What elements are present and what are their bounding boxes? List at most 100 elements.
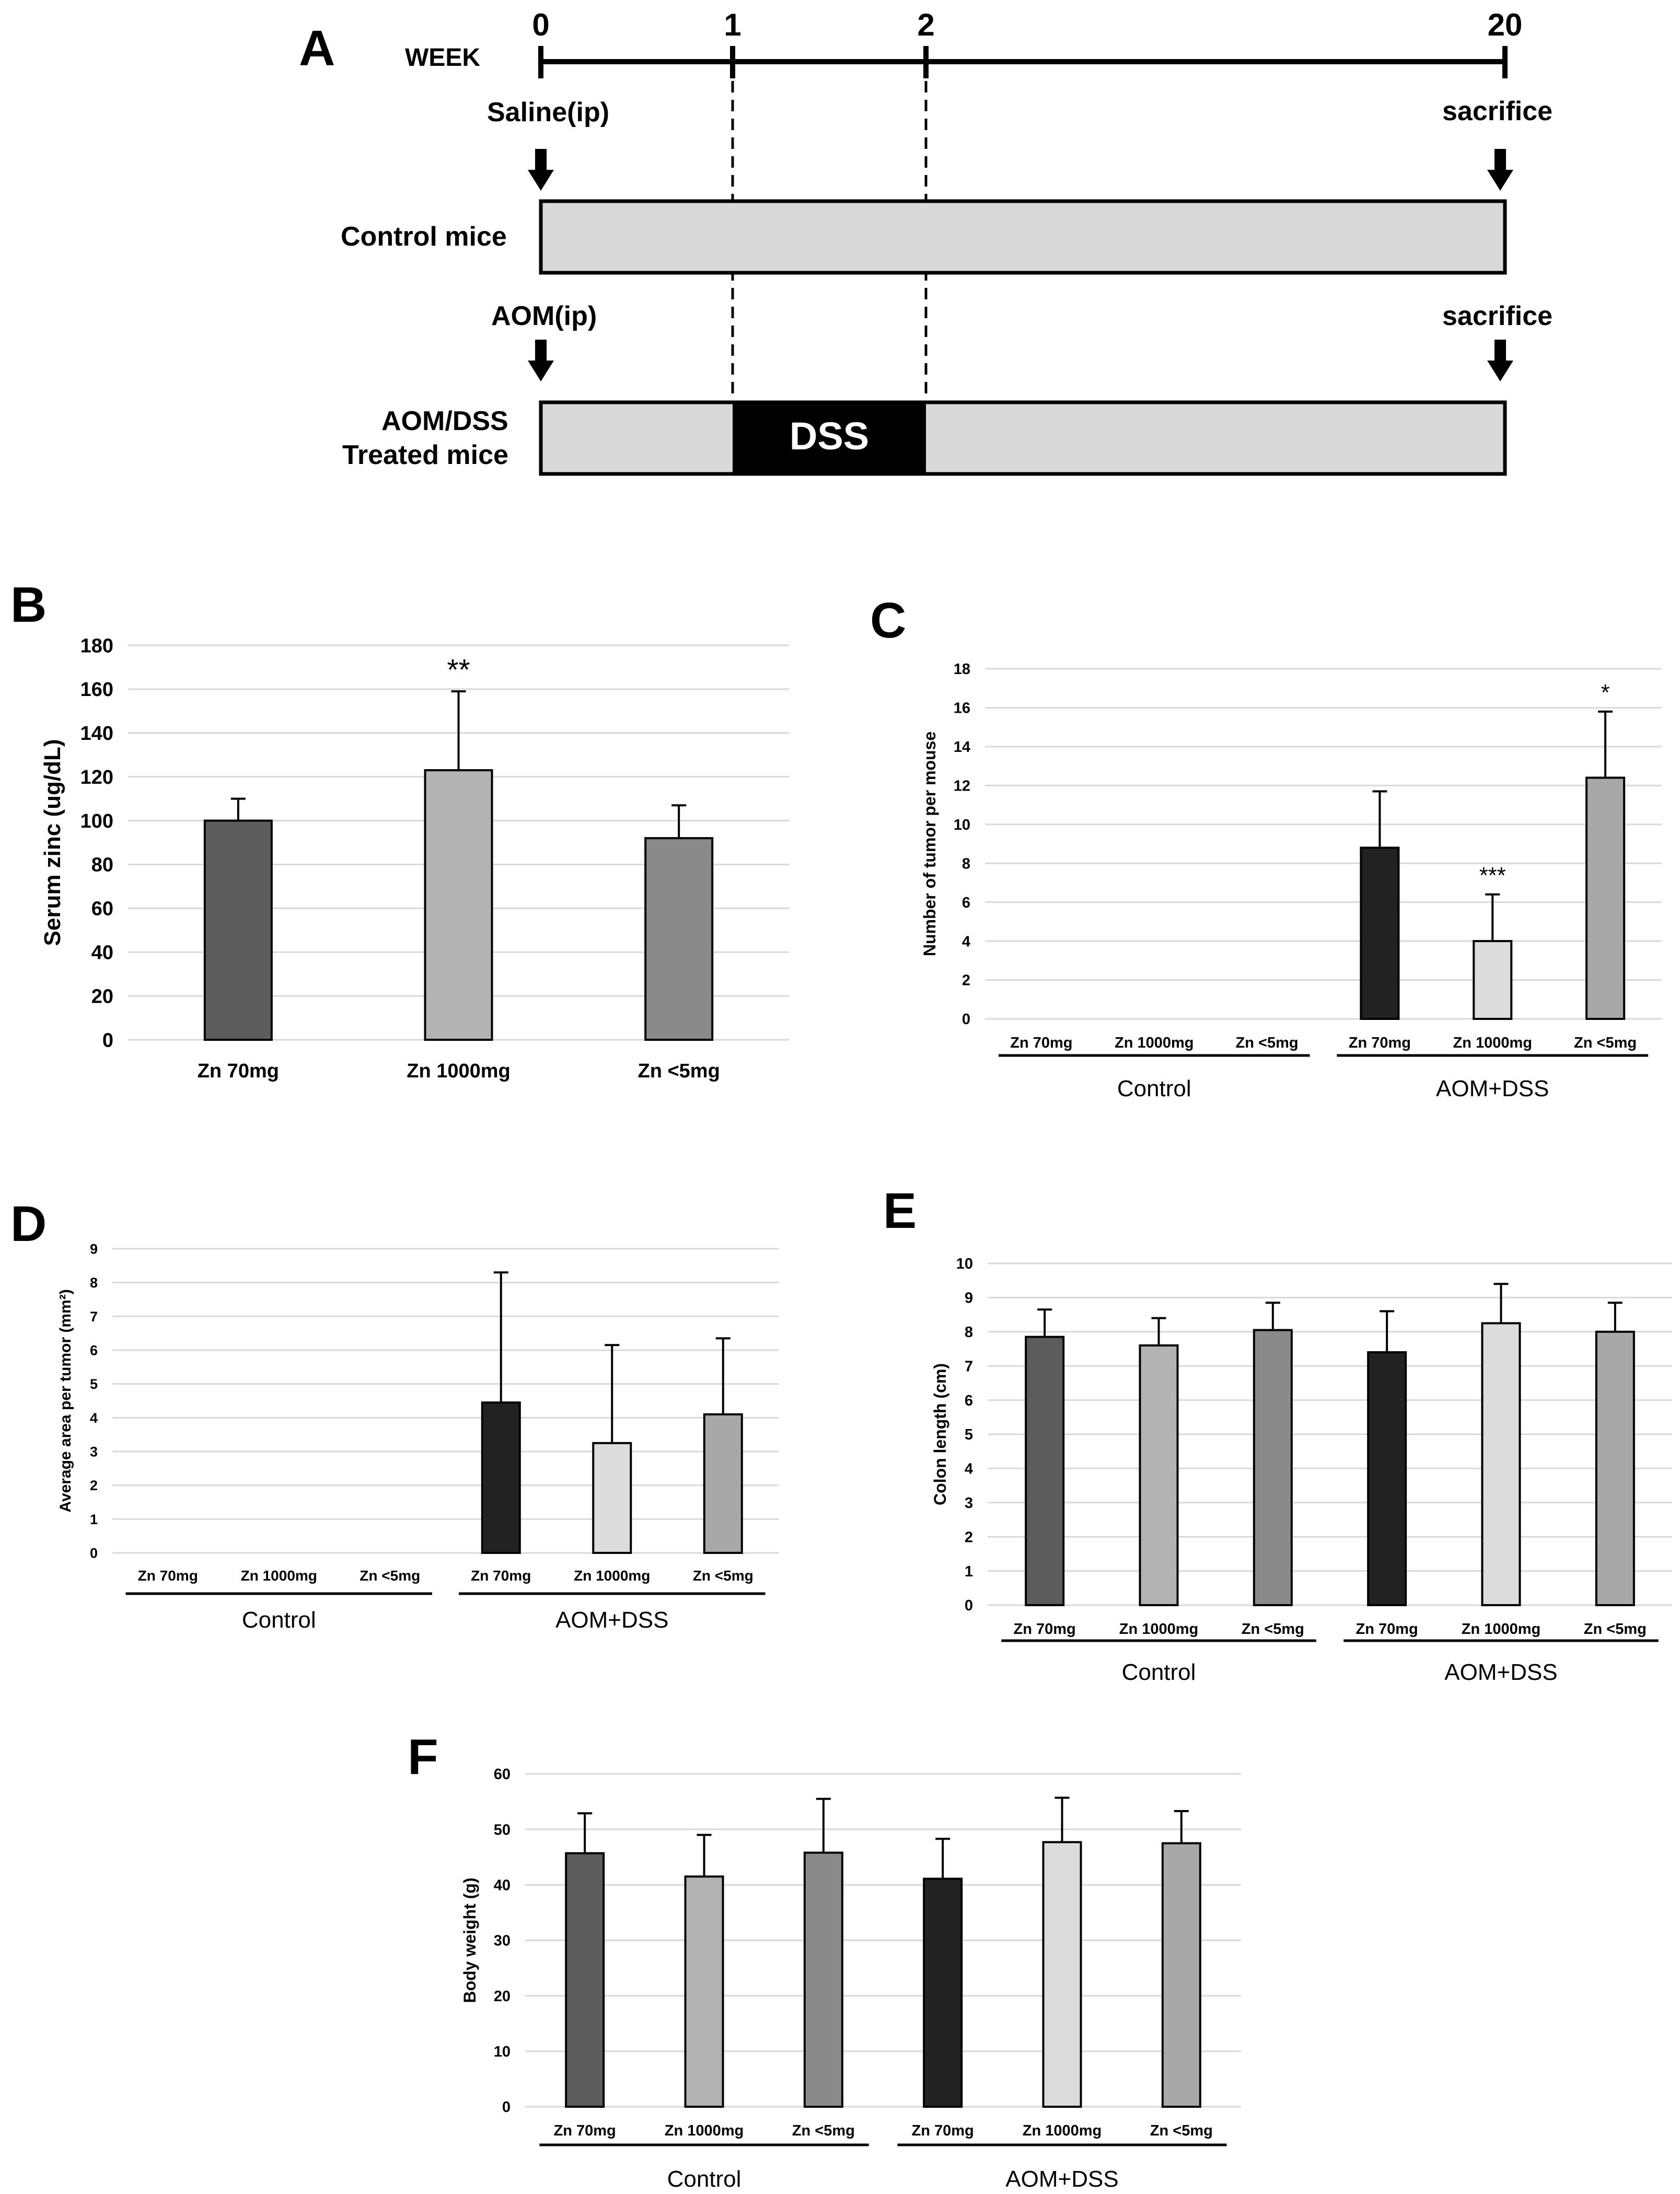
- y-tick-label: 7: [90, 1309, 98, 1325]
- y-tick-label: 160: [80, 679, 113, 701]
- y-tick-label: 6: [962, 895, 970, 911]
- bar: [1025, 1336, 1065, 1607]
- y-tick-label: 8: [965, 1324, 973, 1341]
- bar: [1139, 1344, 1179, 1606]
- category-label: Zn 1000mg: [1023, 2122, 1102, 2139]
- y-tick-label: 3: [965, 1495, 973, 1512]
- y-tick-label: 9: [90, 1241, 98, 1257]
- week-label: WEEK: [405, 44, 480, 72]
- panel-letter-f: F: [408, 1729, 438, 1785]
- y-tick-label: 2: [90, 1478, 98, 1493]
- significance-marker: **: [447, 653, 470, 687]
- y-tick-label: 100: [80, 810, 113, 832]
- chart-panel-d: D 0 1 2 3 4 5 6 7 8 9 Average area per tumor (mm²) Z…: [10, 1196, 779, 1633]
- category-label: Zn 70mg: [471, 1568, 531, 1584]
- y-tick-label: 4: [965, 1461, 973, 1478]
- bar: [1161, 1842, 1201, 2108]
- y-tick-label: 10: [954, 817, 970, 833]
- y-tick-label: 18: [954, 661, 970, 678]
- saline-label: Saline(ip): [487, 97, 609, 127]
- category-label: Zn 1000mg: [1115, 1035, 1194, 1051]
- y-tick-label: 180: [80, 635, 113, 657]
- group-label: AOM+DSS: [555, 1607, 668, 1633]
- dss-block: [733, 402, 926, 474]
- week-tick-label: 0: [532, 7, 549, 42]
- y-axis-label: Number of tumor per mouse: [920, 732, 939, 956]
- significance-marker: *: [1601, 680, 1610, 705]
- y-axis-label: Colon length (cm): [931, 1363, 949, 1505]
- y-axis-label: Average area per tumor (mm²): [57, 1289, 74, 1512]
- y-tick-label: 4: [90, 1410, 98, 1426]
- treated-label-line2: Treated mice: [342, 440, 508, 470]
- bar: [1481, 1322, 1521, 1606]
- bar: [481, 1401, 521, 1554]
- category-label: Zn 70mg: [138, 1568, 198, 1584]
- y-tick-label: 2: [962, 972, 970, 989]
- significance-marker: ***: [1479, 863, 1506, 888]
- category-label: Zn <5mg: [1150, 2122, 1213, 2139]
- y-axis-label: Body weight (g): [460, 1878, 479, 2003]
- arrow-down-icon: [1487, 149, 1513, 191]
- group-label: AOM+DSS: [1444, 1659, 1557, 1685]
- week-tick-label: 20: [1488, 7, 1523, 42]
- y-tick-label: 5: [965, 1426, 973, 1443]
- control-mice-label: Control mice: [341, 222, 507, 252]
- group-label: Control: [1122, 1659, 1196, 1685]
- category-label: Zn 70mg: [912, 2122, 974, 2139]
- y-tick-label: 80: [91, 854, 113, 876]
- y-axis-label: Serum zinc (ug/dL): [40, 739, 65, 946]
- category-label: Zn 1000mg: [1119, 1621, 1199, 1638]
- bar: [803, 1851, 843, 2108]
- category-label: Zn 70mg: [1014, 1621, 1076, 1638]
- y-tick-label: 6: [90, 1342, 98, 1358]
- sacrifice-label: sacrifice: [1442, 301, 1552, 331]
- group-label: Control: [667, 2166, 741, 2192]
- bar: [565, 1852, 605, 2108]
- chart-panel-f: F 0 10 20 30 40 50 60 Body weight (g) Zn 70mg Zn 1…: [408, 1729, 1241, 2192]
- treated-bar: [539, 400, 1507, 476]
- bar: [424, 769, 493, 1041]
- bar: [592, 1442, 632, 1554]
- week-tick-label: 2: [917, 7, 934, 42]
- chart-panel-b: B 0 20 40 60 80 100 120 140 160 180 Serum zinc (ug/…: [10, 577, 789, 1082]
- y-tick-label: 2: [965, 1529, 973, 1546]
- category-label: Zn 1000mg: [407, 1060, 511, 1082]
- sacrifice-label: sacrifice: [1442, 96, 1552, 126]
- y-tick-label: 1: [965, 1563, 973, 1580]
- aom-label: AOM(ip): [491, 301, 597, 331]
- category-label: Zn <5mg: [638, 1060, 720, 1082]
- category-label: Zn <5mg: [1574, 1035, 1637, 1051]
- y-tick-label: 140: [80, 723, 113, 745]
- y-tick-label: 0: [102, 1029, 113, 1051]
- y-tick-label: 8: [962, 855, 970, 872]
- y-tick-label: 12: [954, 777, 970, 794]
- chart-panel-c: C 0 2 4 6 8 10 12 14 16 18 Number of tumor per mous…: [870, 593, 1662, 1101]
- arrow-down-icon: [528, 149, 554, 191]
- y-tick-label: 0: [965, 1597, 973, 1614]
- category-label: Zn 1000mg: [574, 1568, 650, 1584]
- bar: [203, 819, 273, 1041]
- category-label: Zn <5mg: [1236, 1035, 1299, 1051]
- y-tick-label: 1: [90, 1512, 98, 1527]
- chart-panel-e: E 0 1 2 3 4 5 6 7 8 9 10 Colon length (cm) Zn 70mg Zn …: [883, 1183, 1672, 1685]
- y-tick-label: 120: [80, 767, 113, 788]
- y-tick-label: 40: [494, 1877, 511, 1894]
- y-tick-label: 60: [494, 1766, 511, 1783]
- panel-letter-e: E: [883, 1183, 917, 1239]
- category-label: Zn 70mg: [1349, 1035, 1411, 1051]
- bar: [684, 1875, 724, 2108]
- category-label: Zn 1000mg: [1453, 1035, 1533, 1051]
- group-label: Control: [242, 1607, 316, 1633]
- panel-letter-d: D: [10, 1196, 47, 1252]
- bar: [1042, 1841, 1082, 2108]
- y-tick-label: 0: [962, 1011, 970, 1028]
- bar: [1595, 1330, 1635, 1607]
- y-tick-label: 50: [494, 1821, 511, 1838]
- bar: [1253, 1329, 1293, 1606]
- arrow-down-icon: [1487, 340, 1513, 381]
- panel-letter-b: B: [10, 577, 47, 633]
- bar: [923, 1877, 963, 2108]
- y-tick-label: 6: [965, 1392, 973, 1409]
- bar: [644, 837, 714, 1041]
- y-tick-label: 3: [90, 1444, 98, 1459]
